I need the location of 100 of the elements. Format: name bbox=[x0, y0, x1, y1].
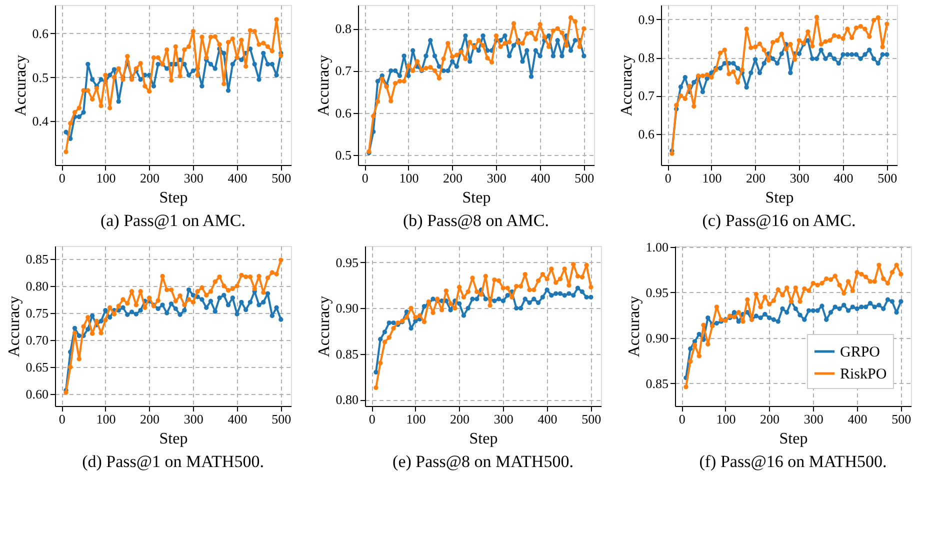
point bbox=[168, 78, 174, 83]
point bbox=[532, 296, 536, 302]
point bbox=[375, 78, 380, 84]
point bbox=[156, 298, 160, 303]
point bbox=[195, 72, 200, 78]
point bbox=[261, 290, 266, 295]
point bbox=[489, 60, 494, 65]
point bbox=[448, 301, 453, 306]
point bbox=[450, 54, 455, 60]
point bbox=[555, 38, 560, 43]
point bbox=[265, 276, 270, 280]
point bbox=[837, 306, 842, 312]
point bbox=[546, 33, 552, 38]
point bbox=[86, 62, 90, 67]
point bbox=[572, 38, 578, 43]
point bbox=[872, 304, 877, 310]
point bbox=[736, 319, 741, 324]
point bbox=[265, 291, 270, 296]
point bbox=[81, 88, 86, 93]
point bbox=[571, 262, 576, 267]
point bbox=[278, 317, 284, 322]
point bbox=[798, 299, 802, 304]
point bbox=[718, 50, 723, 56]
point bbox=[824, 317, 829, 322]
point bbox=[173, 44, 178, 49]
point bbox=[810, 44, 815, 48]
x-tick-label: 400 bbox=[848, 412, 868, 426]
point bbox=[854, 26, 859, 30]
point bbox=[682, 96, 688, 102]
point bbox=[243, 274, 248, 280]
point bbox=[222, 82, 226, 86]
y-axis-title: Accuracy bbox=[316, 296, 333, 358]
point bbox=[788, 70, 793, 76]
point bbox=[752, 57, 758, 62]
point bbox=[568, 48, 574, 53]
y-tick-label: 0.90 bbox=[646, 330, 668, 346]
point bbox=[820, 280, 824, 286]
point bbox=[863, 274, 868, 280]
point bbox=[584, 294, 589, 300]
point bbox=[568, 15, 574, 20]
point bbox=[204, 292, 209, 298]
point bbox=[522, 272, 528, 277]
point bbox=[784, 46, 788, 52]
point bbox=[571, 293, 576, 298]
point bbox=[859, 272, 864, 277]
point bbox=[450, 59, 455, 64]
point bbox=[854, 270, 860, 275]
point bbox=[682, 75, 688, 80]
point bbox=[125, 300, 130, 306]
point bbox=[544, 288, 550, 292]
y-axis-title: Accuracy bbox=[12, 54, 30, 116]
y-axis-title: Accuracy bbox=[626, 296, 643, 358]
point bbox=[849, 52, 854, 57]
point bbox=[863, 304, 868, 310]
point bbox=[164, 287, 170, 292]
point bbox=[190, 28, 196, 34]
point bbox=[483, 274, 488, 279]
point bbox=[500, 286, 506, 290]
point bbox=[94, 86, 100, 91]
point bbox=[846, 279, 851, 284]
point bbox=[492, 277, 497, 282]
point bbox=[404, 314, 410, 320]
point bbox=[806, 308, 812, 313]
point bbox=[505, 293, 510, 298]
point bbox=[463, 33, 468, 38]
point bbox=[726, 72, 732, 76]
point bbox=[107, 106, 112, 110]
point bbox=[678, 84, 684, 90]
point bbox=[112, 67, 117, 72]
point bbox=[854, 306, 860, 312]
point bbox=[112, 74, 117, 80]
point bbox=[90, 77, 95, 82]
point bbox=[222, 284, 226, 288]
point bbox=[410, 48, 416, 53]
point bbox=[129, 310, 134, 314]
point bbox=[492, 298, 497, 304]
point bbox=[502, 33, 508, 38]
point bbox=[483, 296, 488, 302]
point bbox=[867, 48, 872, 52]
point bbox=[828, 38, 832, 43]
point bbox=[98, 318, 104, 324]
x-tick-label: 100 bbox=[406, 412, 426, 426]
point bbox=[164, 310, 170, 316]
point bbox=[553, 280, 558, 285]
point bbox=[226, 88, 231, 93]
point bbox=[208, 34, 214, 40]
x-tick-label: 200 bbox=[746, 170, 766, 186]
point bbox=[898, 272, 904, 277]
point bbox=[678, 93, 684, 98]
x-tick-label: 200 bbox=[140, 170, 160, 186]
point bbox=[810, 56, 815, 62]
point bbox=[186, 287, 192, 292]
y-tick-label: 0.95 bbox=[336, 254, 358, 270]
y-tick-label: 1.00 bbox=[646, 239, 668, 254]
point bbox=[186, 72, 192, 78]
point bbox=[771, 298, 776, 303]
point bbox=[222, 50, 226, 56]
point bbox=[146, 89, 152, 94]
x-tick-label: 0 bbox=[664, 170, 672, 186]
point bbox=[788, 42, 793, 47]
